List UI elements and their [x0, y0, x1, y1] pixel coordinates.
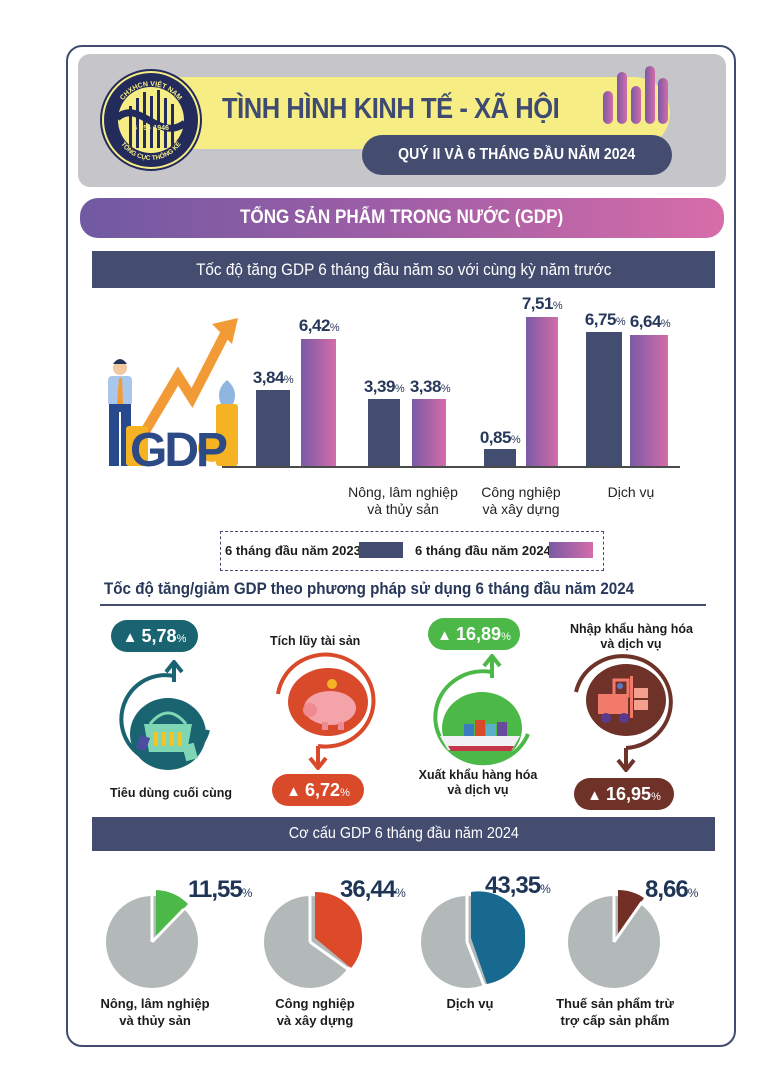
bar-agriculture-2024	[412, 399, 446, 466]
bar-value-label: 3,38%	[409, 377, 451, 396]
bar-value-label: 6,64%	[629, 312, 671, 331]
legend-swatch-2023	[359, 542, 403, 558]
pie-label-services: Dịch vụ	[446, 996, 494, 1011]
exports-value-badge: ▲ 16,89%	[428, 618, 520, 650]
period-subtitle: QUÝ II VÀ 6 THÁNG ĐẦU NĂM 2024	[362, 135, 672, 175]
bar-value-label: 3,84%	[252, 368, 294, 387]
pie-agriculture	[106, 890, 198, 988]
pie-value-agriculture: 11,55%	[188, 876, 253, 903]
pie-label-taxes: Thuế sản phẩm trừ trợ cấp sản phẩm	[556, 996, 674, 1028]
expenditure-section-title: Tốc độ tăng/giảm GDP theo phương pháp sử…	[104, 580, 635, 598]
bar-value-label: 3,39%	[363, 377, 405, 396]
bar-value-label: 7,51%	[521, 294, 563, 313]
pie-value-taxes: 8,66%	[645, 876, 699, 903]
exports-label: Xuất khẩu hàng hóa và dịch vụ	[418, 768, 538, 797]
gso-logo-icon: 6 - 5 - 1946 CHXHCN VIỆT NAM TỔNG CỤC TH…	[100, 69, 202, 171]
bar-services-2023	[586, 332, 622, 466]
section-divider	[100, 604, 706, 606]
bar-value-label: 0,85%	[479, 428, 521, 447]
pie-services	[421, 891, 525, 989]
bar-services-2024	[630, 335, 668, 466]
bar-value-label: 6,42%	[298, 316, 340, 335]
category-label-industry: Công nghiệp và xây dựng	[481, 484, 561, 517]
up-triangle-icon: ▲	[286, 783, 302, 800]
pie-label-agriculture: Nông, lâm nghiệp và thủy sản	[100, 996, 210, 1028]
decorative-bar-chart-icon	[603, 66, 668, 124]
capital-formation-value-badge: ▲ 6,72%	[272, 774, 364, 806]
category-label-agriculture: Nông, lâm nghiệp và thủy sản	[348, 484, 458, 517]
pie-value-industry: 36,44%	[340, 876, 406, 903]
category-label-services: Dịch vụ	[607, 484, 655, 500]
page-title: TÌNH HÌNH KINH TẾ - XÃ HỘI	[222, 93, 560, 125]
bar-industry-2024	[526, 317, 558, 466]
up-triangle-icon: ▲	[587, 787, 603, 804]
consumption-value-badge: ▲ 5,78%	[111, 620, 198, 652]
pie-industry	[264, 891, 363, 988]
bar-agriculture-2023	[368, 399, 400, 466]
legend-label-2024: 6 tháng đầu năm 2024	[415, 543, 551, 558]
imports-label: Nhập khẩu hàng hóa và dịch vụ	[570, 622, 693, 651]
gdp-section-banner: TỔNG SẢN PHẨM TRONG NƯỚC (GDP)	[80, 198, 724, 238]
bar-gdp-2024	[301, 339, 336, 466]
gdp-growth-illustration-icon: GDP	[108, 318, 238, 470]
pie-label-industry: Công nghiệp và xây dựng	[275, 996, 355, 1028]
legend-swatch-2024	[549, 542, 593, 558]
up-triangle-icon: ▲	[437, 627, 453, 644]
forklift-icon	[574, 654, 673, 772]
shopping-basket-icon	[119, 660, 210, 770]
pie-taxes	[568, 889, 660, 988]
capital-formation-label: Tích lũy tài sản	[270, 634, 361, 648]
bar-value-label: 6,75%	[584, 310, 626, 329]
legend-label-2023: 6 tháng đầu năm 2023	[225, 543, 361, 558]
piggy-bank-icon	[276, 652, 376, 770]
bar-industry-2023	[484, 449, 516, 466]
svg-text:6 - 5 - 1946: 6 - 5 - 1946	[133, 125, 169, 132]
consumption-label: Tiêu dùng cuối cùng	[110, 786, 232, 800]
pie-value-services: 43,35%	[485, 872, 551, 899]
svg-text:GDP: GDP	[130, 424, 227, 470]
chart-legend: 6 tháng đầu năm 2023 6 tháng đầu năm 202…	[220, 531, 604, 571]
growth-chart-title: Tốc độ tăng GDP 6 tháng đầu năm so với c…	[92, 251, 715, 288]
chart-baseline	[222, 466, 680, 468]
imports-value-badge: ▲ 16,95%	[574, 778, 674, 810]
cargo-ship-icon	[433, 654, 530, 766]
up-triangle-icon: ▲	[122, 629, 138, 646]
bar-gdp-2023	[256, 390, 290, 466]
structure-section-title: Cơ cấu GDP 6 tháng đầu năm 2024	[92, 817, 715, 851]
